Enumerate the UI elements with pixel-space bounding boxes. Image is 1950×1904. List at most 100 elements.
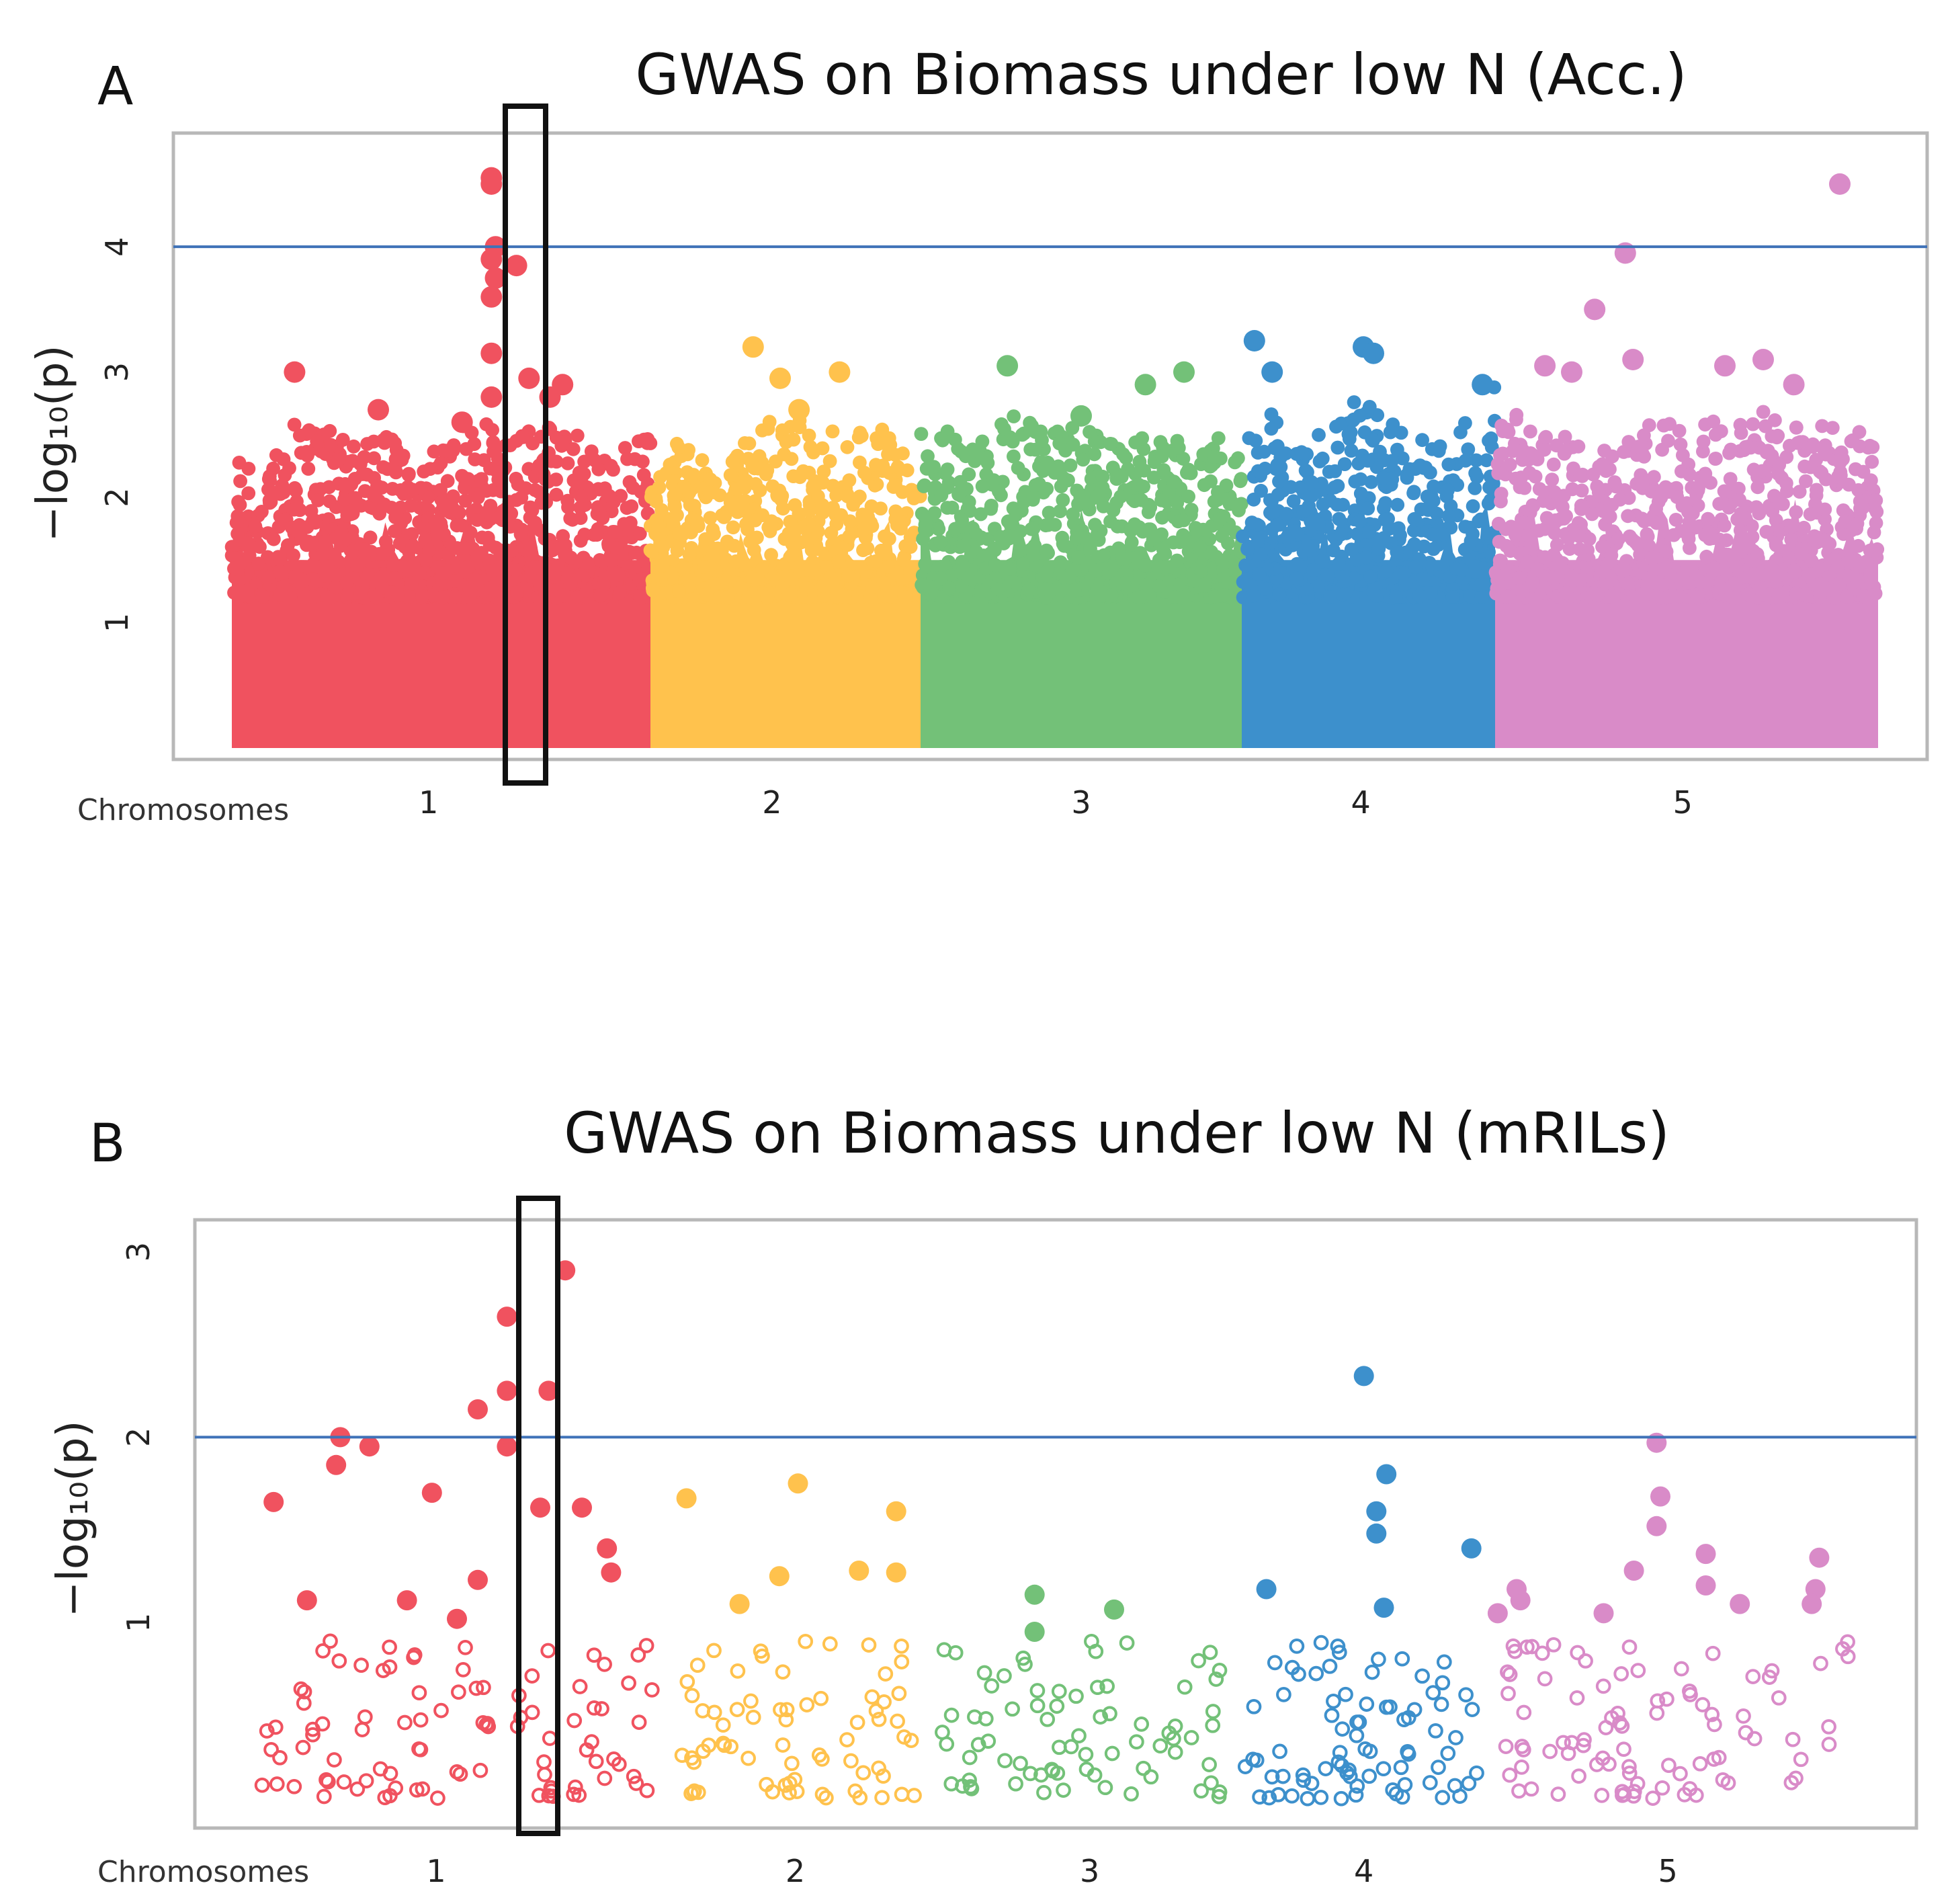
chr5-snp-point <box>1614 1784 1630 1800</box>
chr5-snp-point <box>1681 532 1696 546</box>
chr2-snp-point <box>735 496 750 511</box>
chr1-snp-point <box>295 1739 311 1755</box>
chr2-snp-point <box>852 1790 868 1806</box>
chr3-snp-point <box>1013 544 1027 558</box>
chr4-snp-point <box>1406 1702 1423 1718</box>
chr5-snp-point <box>1832 455 1847 470</box>
chr5-snp-point <box>1644 550 1659 565</box>
chr5-snp-point <box>1863 575 1877 589</box>
chr5-snp-point <box>1717 518 1732 533</box>
chr4-snp-point <box>1347 395 1361 409</box>
chr3-snp-point <box>1116 447 1130 462</box>
chr2-snp-point <box>706 522 720 537</box>
chr3-snp-point <box>1023 1766 1038 1782</box>
chr2-snp-point <box>813 1690 829 1706</box>
chr5-snp-point <box>1498 1739 1514 1754</box>
chr5-peak-point <box>1714 355 1736 377</box>
chr2-snp-point <box>749 477 763 491</box>
chr2-snp-point <box>736 479 751 493</box>
chr5-snp-point <box>1673 1661 1689 1677</box>
chr3-snp-point <box>1068 1688 1084 1704</box>
chr4-snp-point <box>1284 1659 1300 1675</box>
chr1-snp-point <box>597 577 611 592</box>
chr4-snp-point <box>1436 1654 1452 1670</box>
chr3-snp-point <box>984 499 999 513</box>
chr3-snp-point <box>1140 577 1154 592</box>
chr4-snp-point <box>1289 1639 1305 1654</box>
chr5-snp-point <box>1539 429 1554 444</box>
chr2-snp-point <box>674 1747 690 1764</box>
chr4-snp-point <box>1330 497 1345 512</box>
chr5-snp-point <box>1709 562 1724 577</box>
chr3-snp-point <box>1115 552 1130 566</box>
chr2-snp-point <box>869 554 883 569</box>
chr5-snp-point <box>1534 1645 1550 1661</box>
chr2-snp-point <box>755 1648 770 1664</box>
chr5-snp-point <box>1586 587 1601 601</box>
chr1-snp-point <box>261 570 276 585</box>
chr2-snp-point <box>865 580 880 595</box>
chr1-snp-point <box>433 456 448 470</box>
chr1-snp-point <box>470 513 484 527</box>
chr3-snp-point <box>1213 512 1227 526</box>
chr5-snp-point <box>1690 590 1705 604</box>
chr3-snp-point <box>953 474 968 489</box>
chr1-snp-point <box>253 540 267 554</box>
chr5-snp-point <box>1595 1678 1611 1694</box>
chr4-snp-point <box>1264 1769 1280 1785</box>
chr1-snp-point <box>407 1647 423 1663</box>
chr3-snp-point <box>1040 1711 1056 1727</box>
chr1-snp-point <box>560 456 575 470</box>
chr4-snp-point <box>1474 512 1488 527</box>
chr1-snp-point <box>554 438 569 453</box>
chr2-snp-point <box>825 577 839 591</box>
chr3-snp-point <box>1007 449 1021 464</box>
chr1-snp-point <box>323 1633 338 1649</box>
chr4-peak-point <box>1366 1523 1387 1544</box>
chr3-snp-point <box>1050 464 1064 479</box>
chr2-snp-point <box>818 1790 834 1806</box>
chr5-snp-point <box>1645 1790 1661 1806</box>
chr2-snp-point <box>796 464 810 479</box>
chr2-snp-point <box>898 590 913 604</box>
chr1-snp-point <box>644 1682 660 1698</box>
chr3-snp-point <box>1048 518 1062 532</box>
chr4-snp-point <box>1245 1751 1261 1768</box>
chr5-snp-point <box>1502 458 1517 472</box>
chr4-snp-point <box>1441 509 1456 524</box>
chr2-snp-point <box>888 478 902 492</box>
chr3-snp-point <box>1183 1730 1199 1745</box>
chromosome-label-4: 4 <box>1354 1853 1373 1889</box>
chr1-snp-point <box>462 582 477 597</box>
chr1-snp-point <box>327 1752 342 1768</box>
chr5-snp-point <box>1870 542 1885 556</box>
chr5-snp-point <box>1670 490 1685 504</box>
chr1-snp-point <box>288 481 302 495</box>
chr2-snp-point <box>894 1638 909 1654</box>
chr3-snp-point <box>1051 1684 1067 1699</box>
chr2-snp-point <box>875 422 890 437</box>
chr5-snp-point <box>1714 581 1728 595</box>
chr3-snp-point <box>1196 447 1211 462</box>
chr4-snp-point <box>1469 1765 1484 1781</box>
chr5-snp-point <box>1569 1690 1585 1706</box>
chr4-snp-point <box>1244 577 1258 592</box>
chr4-peak-point <box>1353 1366 1374 1386</box>
chr2-snp-point <box>706 1704 722 1721</box>
chr4-snp-point <box>1373 444 1387 459</box>
chr1-snp-point <box>376 569 390 583</box>
chr5-snp-point <box>1603 509 1617 524</box>
chr4-snp-point <box>1388 1786 1404 1802</box>
chr5-snp-point <box>1701 511 1715 526</box>
chr2-snp-point <box>864 1689 880 1705</box>
chr5-snp-point <box>1830 559 1845 574</box>
chr3-snp-point <box>1156 542 1171 557</box>
chr1-snp-point <box>451 1684 466 1700</box>
chr2-snp-point <box>683 1786 699 1801</box>
chr4-snp-point <box>1481 496 1496 511</box>
chr5-snp-point <box>1491 569 1506 583</box>
chr4-snp-point <box>1468 481 1482 495</box>
chr4-snp-point <box>1261 1790 1277 1806</box>
chr4-snp-point <box>1320 568 1335 582</box>
chr2-snp-point <box>764 548 778 563</box>
